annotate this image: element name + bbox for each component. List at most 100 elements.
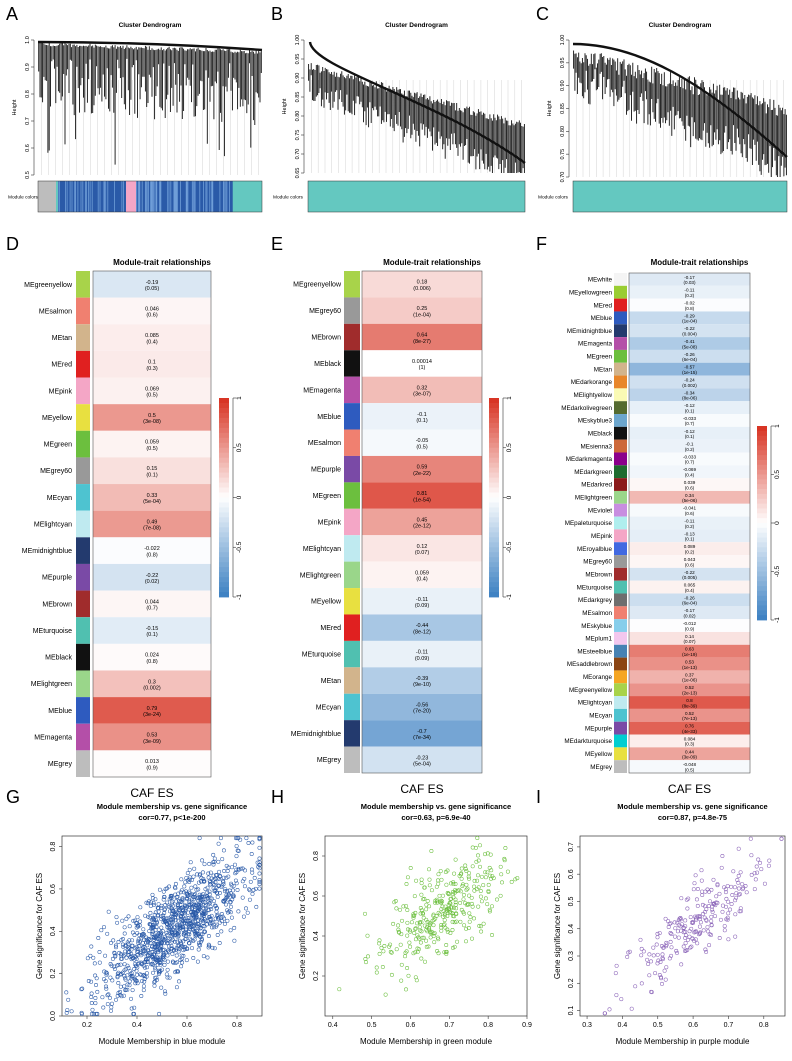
data-point [132, 933, 137, 937]
y-tick-label: 0.6 [568, 869, 575, 879]
module-color-swatch [614, 388, 627, 402]
data-point [95, 989, 100, 994]
data-point [229, 904, 233, 909]
data-point [690, 921, 695, 925]
data-point [415, 933, 420, 938]
data-point [421, 911, 426, 916]
data-point [487, 865, 492, 870]
heatmap-cell [93, 430, 211, 458]
data-point [411, 914, 416, 918]
data-point [216, 859, 221, 864]
module-name-label: MEblue [317, 414, 341, 421]
data-point [657, 931, 662, 936]
data-point [458, 872, 463, 877]
data-point [240, 866, 245, 871]
data-point [464, 882, 469, 887]
data-point [203, 911, 208, 916]
data-point [675, 929, 680, 934]
module-name-label: MEblue [48, 708, 72, 715]
data-point [106, 992, 111, 997]
y-tick-label: 0.2 [313, 971, 320, 981]
data-point [225, 908, 230, 913]
x-tick-label: 0.3 [582, 1022, 592, 1029]
data-point [699, 868, 704, 873]
heatmap-row: MEgrey -0.23(5e-04) [317, 746, 482, 773]
heatmap-cell [93, 643, 211, 671]
data-point [135, 923, 140, 928]
correlation-value: 0.52 [685, 685, 694, 690]
colorbar-tick-label: 0.5 [506, 443, 513, 452]
heatmap-row: MEmidnightblue -0.022(0.8) [22, 537, 211, 564]
module-colors-label: Module colors [273, 195, 303, 201]
data-point [170, 915, 175, 920]
colorbar-segment [219, 427, 229, 434]
data-point [655, 952, 660, 957]
data-point [479, 899, 484, 904]
data-point [454, 912, 459, 916]
data-point [225, 869, 230, 873]
data-point [176, 891, 181, 896]
data-point [197, 836, 202, 841]
data-point [417, 936, 422, 941]
data-point [154, 975, 159, 980]
data-point [217, 869, 222, 874]
data-point [157, 1011, 162, 1016]
data-point [397, 930, 402, 935]
data-point [203, 887, 208, 892]
heatmap-row: MEtan 0.085(0.4) [52, 324, 211, 351]
data-point [434, 884, 439, 889]
heatmap-row: MEmidnightblue -0.22(0.004) [567, 324, 750, 338]
data-point [452, 914, 457, 919]
data-point [476, 858, 481, 863]
module-color-swatch [614, 478, 627, 491]
data-point [213, 916, 218, 921]
data-point [441, 923, 446, 928]
module-name-label: MEcyan [589, 713, 612, 720]
data-point [673, 926, 678, 931]
heatmap-row: MEgrey60 0.043(0.6) [583, 555, 750, 568]
data-point [257, 866, 262, 871]
colorbar-segment [489, 577, 499, 583]
data-point [102, 925, 106, 930]
data-point [476, 904, 481, 909]
data-point [762, 881, 767, 886]
data-point [183, 937, 188, 942]
x-axis-label: Module Membership in green module [360, 1037, 493, 1046]
data-point [153, 921, 158, 926]
colorbar-segment [219, 507, 229, 513]
colorbar-segment [757, 605, 767, 611]
data-point [736, 873, 741, 878]
data-point [468, 915, 473, 919]
data-point [417, 925, 422, 930]
module-name-label: MEsalmon [582, 610, 612, 617]
module-name-label: MEturquoise [33, 628, 72, 635]
data-point [111, 938, 116, 943]
module-name-label: MEpink [49, 388, 73, 395]
x-tick-label: 0.4 [132, 1022, 142, 1029]
colorbar-segment [219, 422, 229, 429]
panel-letter: A [6, 4, 18, 24]
module-name-label: MEbrown [585, 571, 612, 578]
module-color-swatch [344, 323, 360, 351]
p-value: (0.002) [143, 685, 161, 691]
data-point [444, 951, 449, 956]
data-point [708, 899, 712, 904]
p-value: (1e-54) [413, 497, 431, 503]
data-point [685, 906, 690, 911]
data-point [249, 852, 254, 856]
data-point [90, 1007, 95, 1012]
data-point [142, 977, 147, 981]
heatmap-cell [93, 537, 211, 564]
data-point [448, 897, 453, 902]
data-point [188, 921, 193, 926]
module-color-swatch [76, 297, 90, 325]
data-point [211, 860, 216, 865]
data-point [170, 901, 175, 906]
data-point [405, 875, 410, 880]
data-point [228, 928, 233, 933]
heatmap-row: MEcyan -0.56(7e-20) [316, 693, 482, 721]
scatter-title: Module membership vs. gene significance [361, 802, 511, 811]
p-value: (0.1) [685, 537, 695, 542]
